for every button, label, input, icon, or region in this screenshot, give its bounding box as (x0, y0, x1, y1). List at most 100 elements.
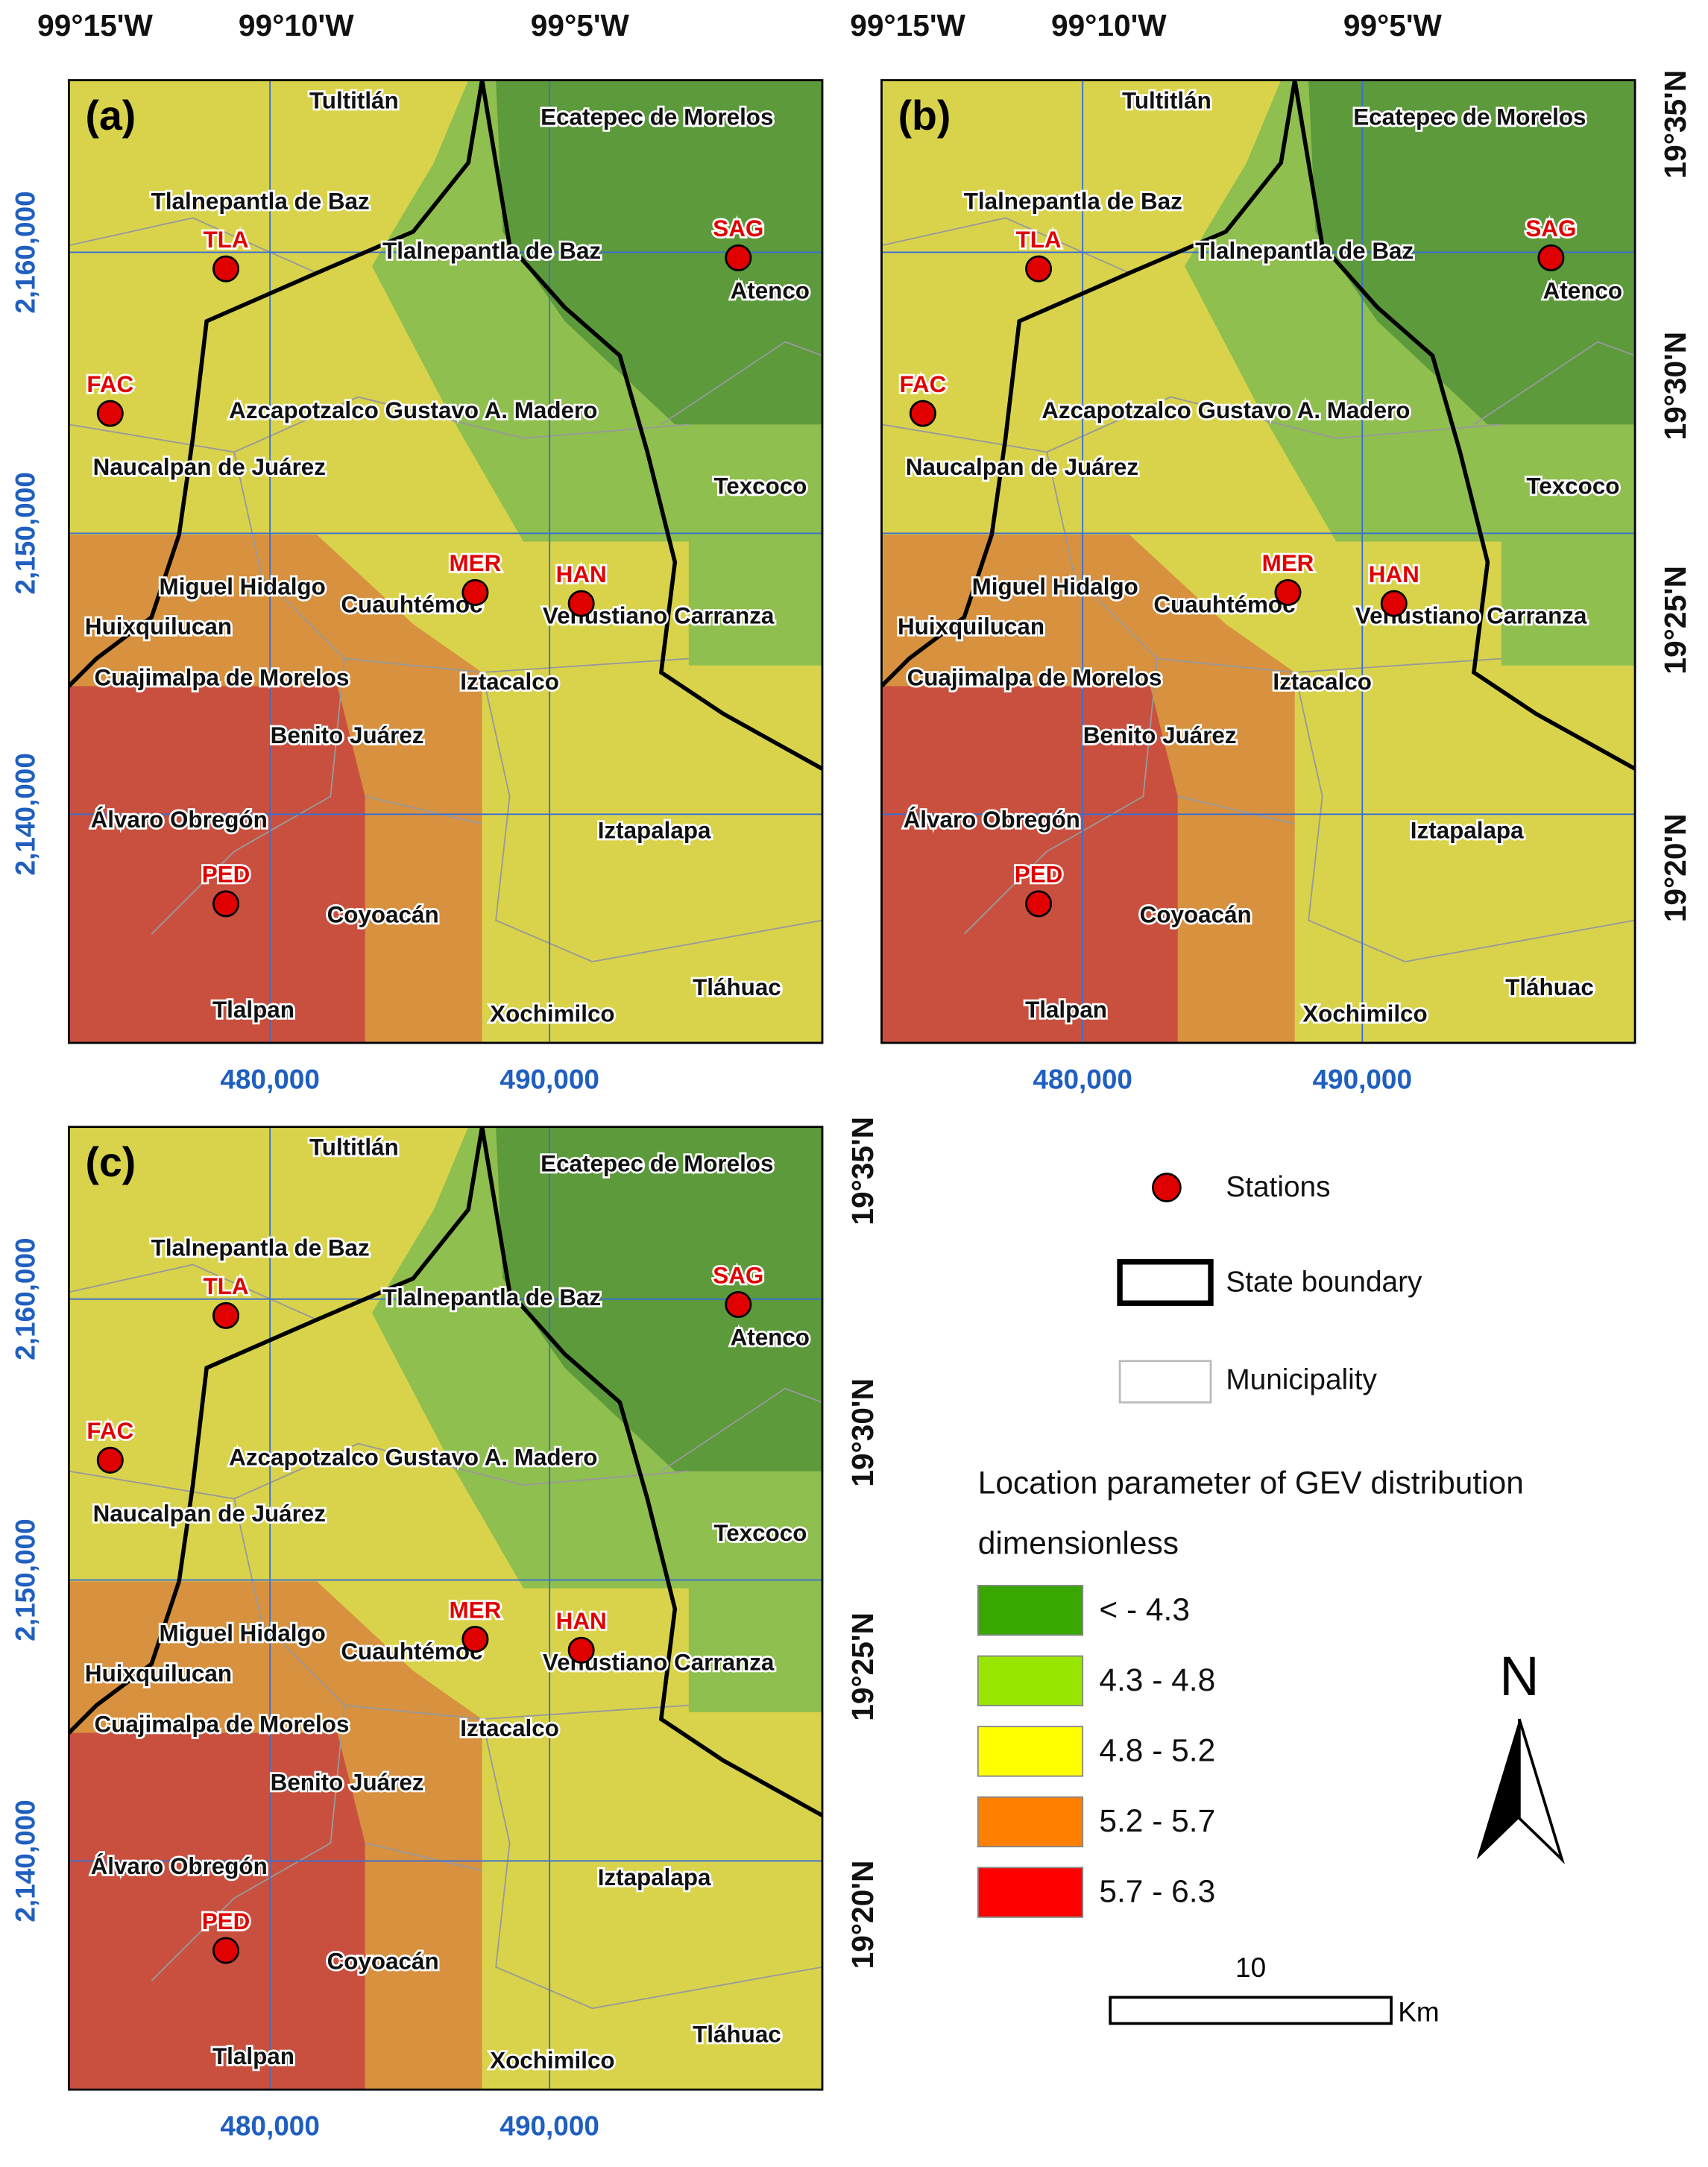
station-label: TLA (203, 227, 248, 253)
northing-label: 2,150,000 (10, 472, 41, 594)
longitude-label: 99°15'W (850, 8, 965, 42)
legend-class-swatch (977, 1796, 1084, 1848)
northing-label: 2,140,000 (10, 1799, 41, 1922)
municipality-line (365, 795, 482, 825)
station-label: PED (202, 1908, 250, 1934)
north-label: N (1499, 1645, 1539, 1707)
legend-class-label: 5.2 - 5.7 (1099, 1804, 1215, 1839)
legend-title: Location parameter of GEV distribution (978, 1466, 1524, 1501)
municipality-label: Tlalnepantla de Baz (382, 1284, 601, 1310)
panel-frame (67, 1126, 824, 2091)
legend: Stations State boundary Municipality Loc… (977, 1171, 1565, 2027)
municipality-label: Texcoco (713, 473, 807, 499)
station (96, 1446, 124, 1474)
municipality-label: Cuauhtémoc (341, 592, 482, 618)
municipality-label: Tlalpan (212, 997, 294, 1023)
map-panel: Tultitlán Ecatepec de Morelos Tlalnepantla… (10, 8, 824, 1094)
municipality-line (481, 672, 823, 962)
station-label: HAN (556, 1608, 607, 1634)
municipality-label: Tláhuac (693, 2021, 781, 2047)
municipality-label: Álvaro Obregón (904, 807, 1080, 833)
municipality-line (481, 1718, 823, 2010)
municipality-label: Huixquilucan (898, 613, 1044, 640)
municipality-label: Miguel Hidalgo (160, 574, 326, 600)
municipality-label: Cuajimalpa de Morelos (95, 1712, 350, 1738)
easting-label: 480,000 (1033, 1064, 1132, 1094)
legend-stations: Stations (1226, 1171, 1330, 1203)
municipality-line (69, 396, 689, 453)
state-boundary (479, 80, 823, 771)
state-boundary (69, 1126, 485, 1735)
station-label: SAG (713, 1262, 763, 1288)
municipality-label: Azcapotzalco Gustavo A. Madero (1041, 397, 1410, 423)
longitude-label: 99°10'W (239, 8, 354, 42)
municipality-line (69, 1264, 318, 1321)
latitude-label: 19°25'N (1658, 566, 1692, 675)
municipality-label: Iztapalapa (1411, 818, 1524, 844)
municipality-label: Iztacalco (1273, 669, 1372, 695)
municipality-label: Tláhuac (1505, 974, 1594, 1000)
municipality-label: Naucalpan de Juárez (93, 454, 326, 480)
station-label: FAC (899, 371, 946, 397)
latitude-label: 19°30'N (1658, 332, 1692, 441)
longitude-label: 99°5'W (1343, 8, 1443, 42)
longitude-label: 99°15'W (37, 8, 153, 42)
state-boundary (1292, 80, 1636, 771)
municipality-line (1293, 672, 1636, 962)
station (212, 255, 240, 283)
zone-red (69, 1732, 365, 2090)
station-label: SAG (713, 215, 763, 242)
easting-label: 490,000 (1312, 1064, 1412, 1094)
station (212, 1302, 240, 1329)
station-label: TLA (1016, 227, 1062, 253)
map-content (69, 80, 823, 1043)
map-content (881, 80, 1636, 1043)
municipality-label: Atenco (731, 277, 810, 303)
municipality-label: Tláhuac (693, 974, 781, 1000)
municipality-label: Tultitlán (309, 1135, 399, 1161)
municipality-line (661, 1387, 823, 1472)
legend-boundary-symbol (1117, 1259, 1214, 1306)
municipality-label: Benito Juárez (271, 1769, 424, 1795)
municipality-line (1473, 341, 1636, 426)
municipality-label: Atenco (1543, 277, 1622, 303)
station (461, 578, 489, 606)
municipality-label: Ecatepec de Morelos (1353, 104, 1586, 130)
municipality-label: Xochimilco (490, 2048, 614, 2074)
municipality-line (881, 396, 1501, 453)
municipality-line (151, 658, 345, 935)
north-arrow-right (1518, 1718, 1565, 1864)
municipality-line (963, 658, 1158, 935)
municipality-label: Azcapotzalco Gustavo A. Madero (229, 1444, 597, 1470)
station (909, 400, 936, 427)
station-label: FAC (86, 1418, 133, 1444)
station (96, 400, 124, 427)
legend-class-label: < - 4.3 (1099, 1592, 1190, 1627)
station (1537, 244, 1565, 271)
panel-label: (b) (898, 92, 951, 139)
map-panel: Tultitlán Ecatepec de Morelos Tlalnepantla… (850, 8, 1692, 1094)
municipality-label: Xochimilco (490, 1000, 614, 1026)
panel-label: (c) (86, 1139, 136, 1185)
legend-class-swatch (977, 1726, 1084, 1777)
municipality-line (69, 1442, 689, 1500)
municipality-label: Coyoacán (1140, 901, 1252, 927)
latitude-label: 19°35'N (845, 1117, 880, 1226)
easting-label: 480,000 (220, 1064, 320, 1094)
municipality-label: Cuauhtémoc (341, 1638, 482, 1665)
scale-unit: Km (1398, 1996, 1439, 2027)
north-arrow-left (1476, 1719, 1519, 1860)
station (725, 1291, 752, 1319)
station (567, 590, 595, 617)
legend-class-label: 4.3 - 4.8 (1099, 1663, 1215, 1698)
station (1380, 590, 1408, 617)
municipality-label: Tultitlán (1122, 87, 1211, 113)
municipality-label: Miguel Hidalgo (160, 1621, 326, 1647)
municipality-line (365, 1842, 482, 1872)
station-label: PED (1015, 862, 1063, 888)
municipality-line (1177, 795, 1295, 825)
scale-distance: 10 (1235, 1952, 1266, 1983)
municipality-label: Atenco (731, 1325, 810, 1351)
municipality-label: Tlalpan (1025, 997, 1107, 1023)
station (725, 244, 752, 271)
